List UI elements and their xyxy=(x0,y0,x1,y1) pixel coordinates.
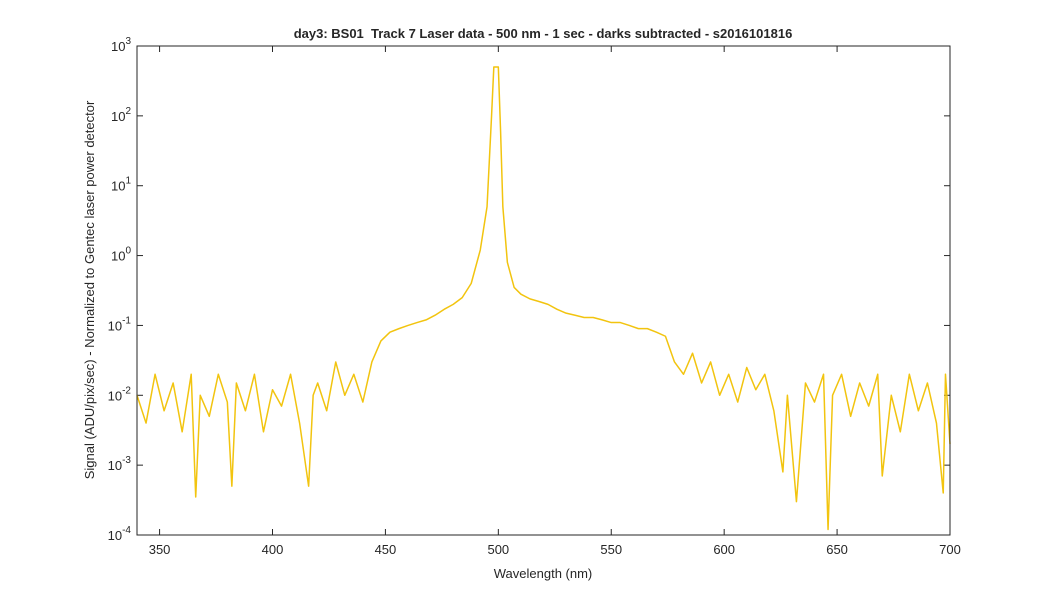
y-tick-label: 103 xyxy=(111,36,131,54)
x-tick-label: 350 xyxy=(149,542,171,557)
y-tick-label: 10-3 xyxy=(108,455,132,473)
x-axis-label: Wavelength (nm) xyxy=(494,566,593,581)
data-line xyxy=(136,66,951,531)
y-tick-base: 10 xyxy=(108,528,122,543)
y-tick-exponent: 3 xyxy=(125,36,131,47)
y-tick-exponent: 0 xyxy=(125,246,131,257)
y-tick-exponent: -2 xyxy=(122,385,131,396)
y-tick-base: 10 xyxy=(108,388,122,403)
y-tick-base: 10 xyxy=(111,249,125,264)
y-tick-exponent: -4 xyxy=(122,525,131,536)
x-tick-label: 700 xyxy=(939,542,961,557)
y-tick-base: 10 xyxy=(111,109,125,124)
y-tick-base: 10 xyxy=(108,318,122,333)
x-tick-label: 400 xyxy=(262,542,284,557)
axes-box xyxy=(136,45,951,536)
x-tick-label: 550 xyxy=(600,542,622,557)
y-tick-label: 102 xyxy=(111,106,131,124)
y-tick-base: 10 xyxy=(108,458,122,473)
plot-area xyxy=(137,46,950,535)
x-tick-label: 500 xyxy=(487,542,509,557)
chart-title: day3: BS01 Track 7 Laser data - 500 nm -… xyxy=(294,26,793,41)
y-tick-base: 10 xyxy=(111,179,125,194)
y-tick-label: 101 xyxy=(111,176,131,194)
y-tick-exponent: 2 xyxy=(125,106,131,117)
y-tick-label: 10-1 xyxy=(108,315,132,333)
y-tick-exponent: 1 xyxy=(125,176,131,187)
y-tick-exponent: -3 xyxy=(122,455,131,466)
y-tick-label: 10-4 xyxy=(108,525,132,543)
y-tick-label: 10-2 xyxy=(108,385,132,403)
x-tick-label: 650 xyxy=(826,542,848,557)
y-axis-label: Signal (ADU/pix/sec) - Normalized to Gen… xyxy=(82,100,97,479)
x-tick-label: 450 xyxy=(375,542,397,557)
x-tick-label: 600 xyxy=(713,542,735,557)
y-tick-label: 100 xyxy=(111,246,131,264)
y-tick-exponent: -1 xyxy=(122,315,131,326)
y-tick-base: 10 xyxy=(111,39,125,54)
